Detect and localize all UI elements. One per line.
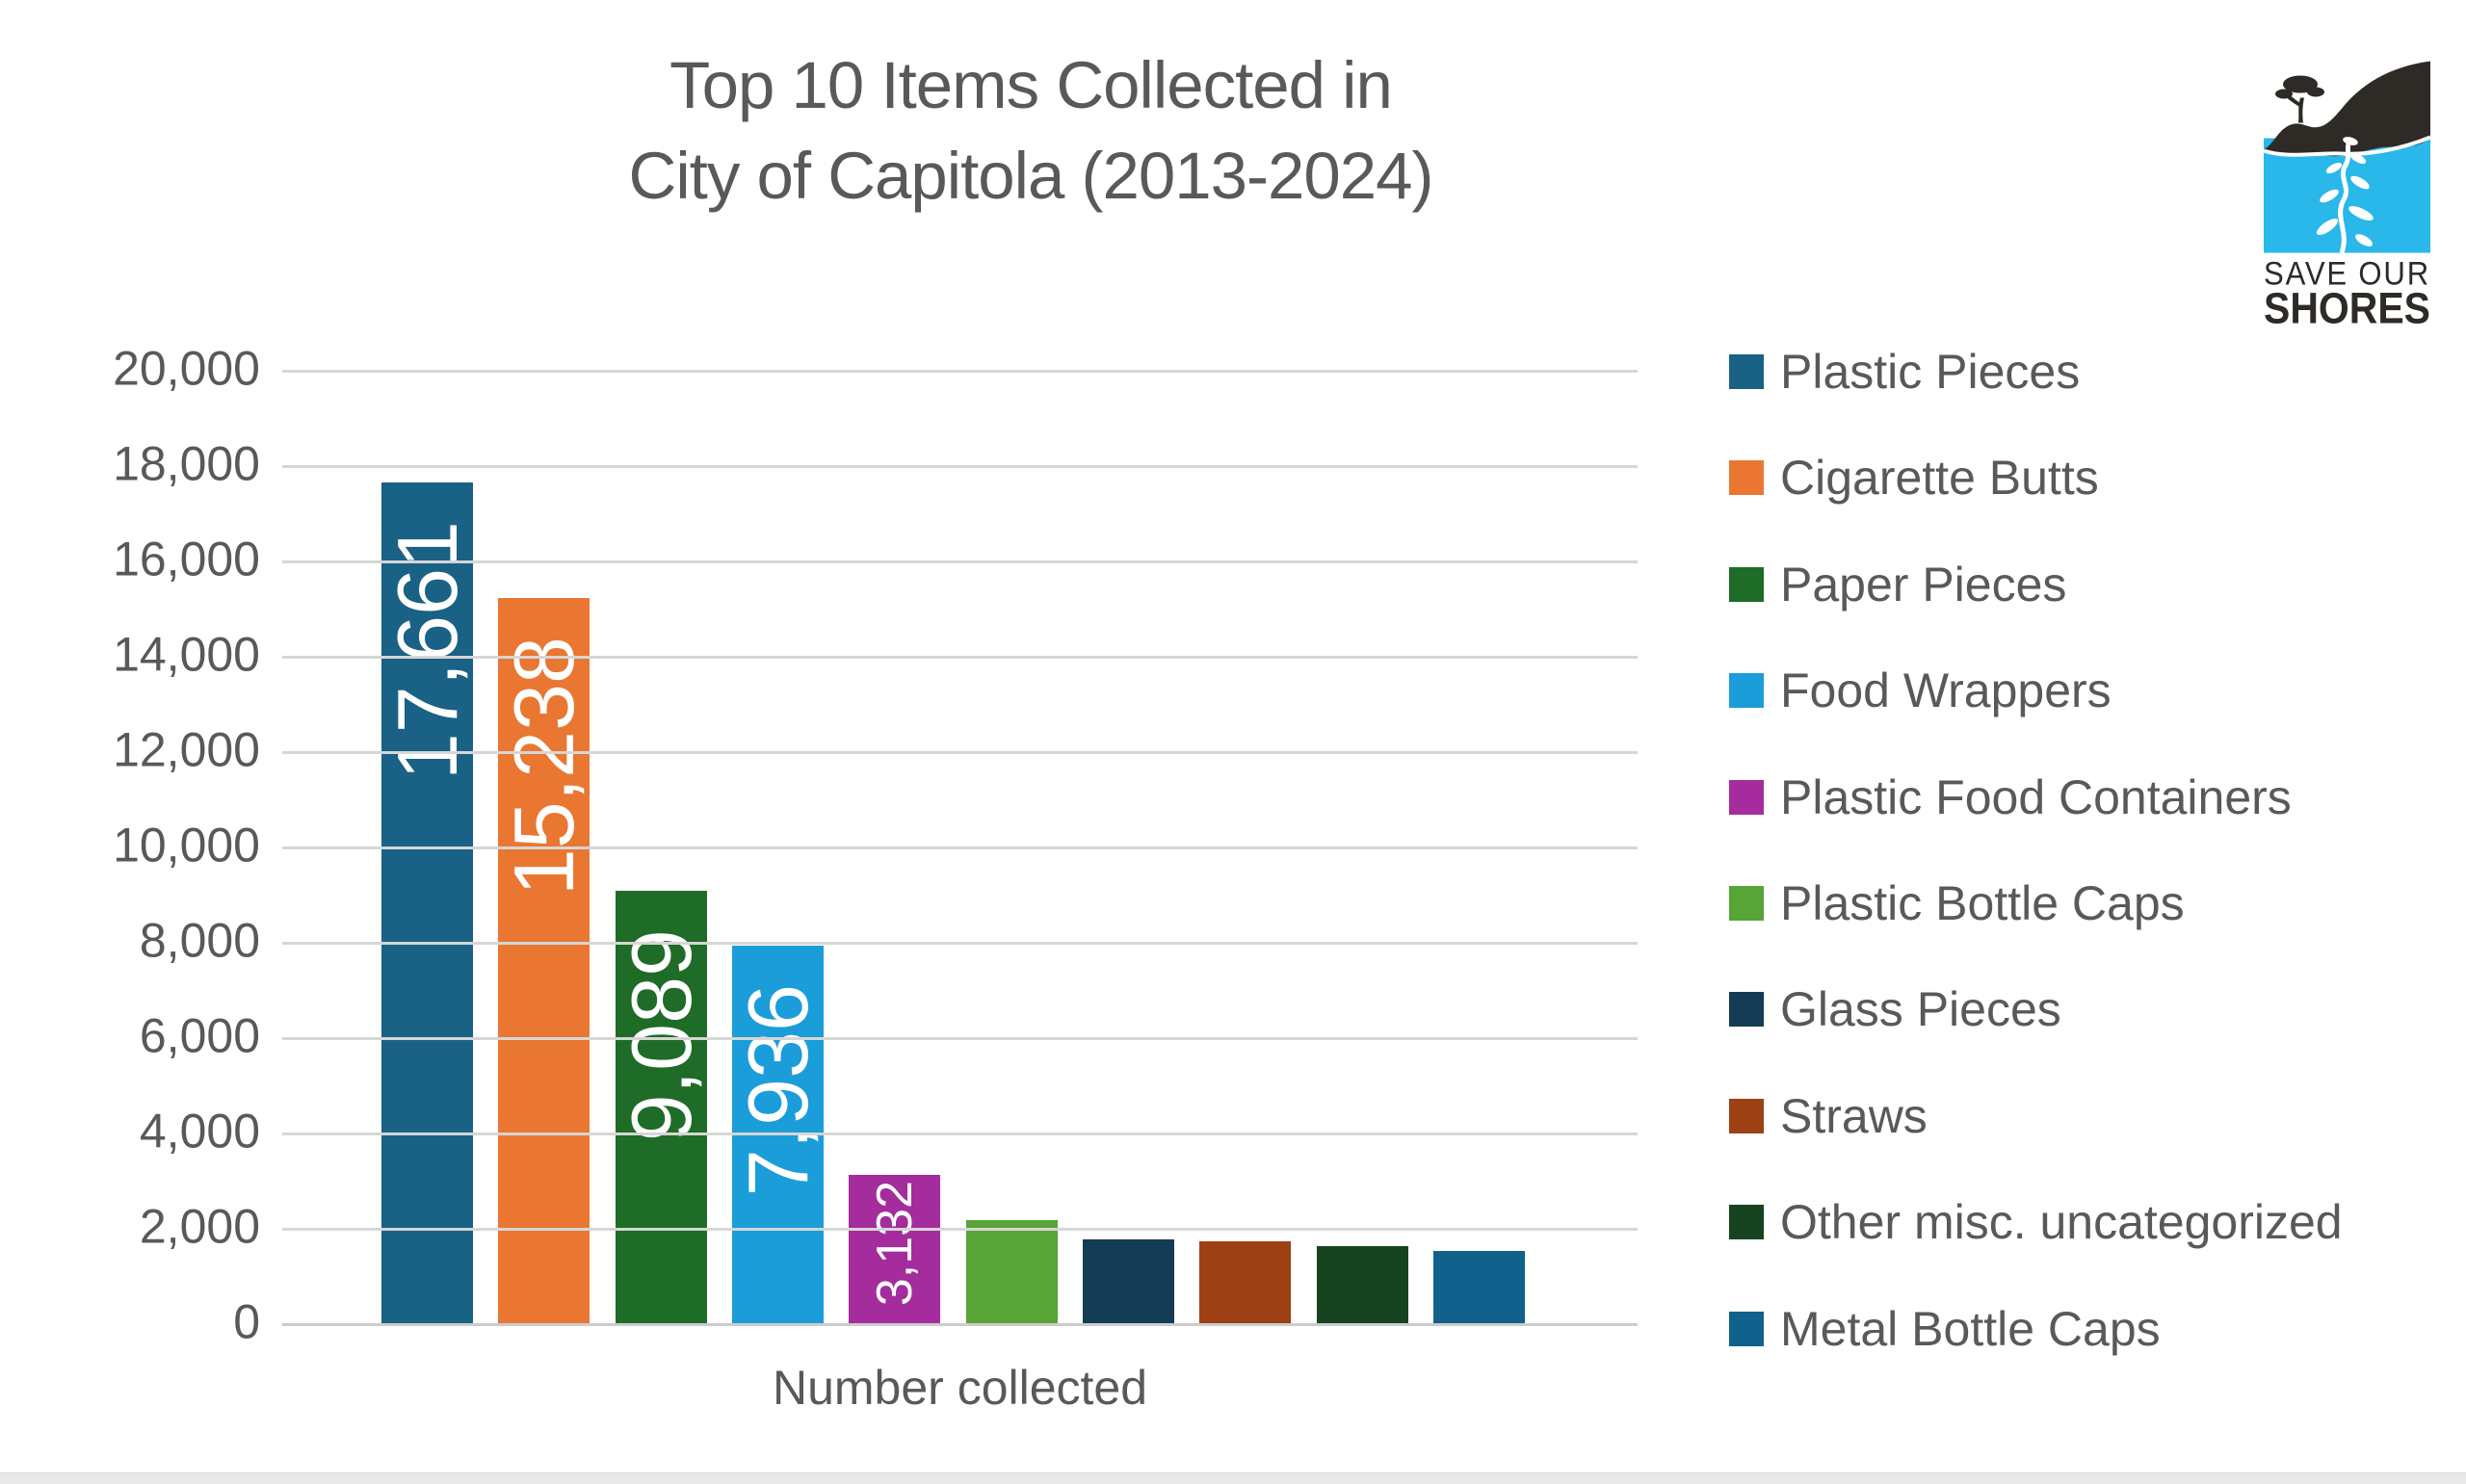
legend-item-paper-pieces: Paper Pieces [1729, 554, 2066, 615]
chart-title-line1: Top 10 Items Collected in [669, 48, 1393, 122]
legend-item-other-misc-uncategorized: Other misc. uncategorized [1729, 1191, 2343, 1253]
legend-label: Metal Bottle Caps [1780, 1302, 2161, 1356]
logo-kelp [2316, 137, 2374, 254]
legend-label: Other misc. uncategorized [1780, 1195, 2343, 1249]
bar-cigarette-butts: 15,238 [495, 598, 591, 1324]
plot-area: 17,661 15,238 9,089 7,936 3,132 [282, 369, 1638, 1326]
bars-container: 17,661 15,238 9,089 7,936 3,132 [380, 371, 1525, 1324]
gridline [282, 369, 1638, 373]
legend-label: Straws [1780, 1089, 1928, 1143]
gridline [282, 1036, 1638, 1040]
legend-label: Paper Pieces [1780, 558, 2067, 612]
y-tick-label: 14,000 [113, 627, 260, 682]
legend-swatch [1729, 460, 1764, 495]
bar-plastic-pieces: 17,661 [380, 482, 475, 1324]
y-tick-label: 2,000 [139, 1199, 260, 1254]
gridline [282, 655, 1638, 659]
legend-label: Glass Pieces [1780, 982, 2061, 1036]
logo-foam-line [2263, 135, 2431, 157]
chart-title-line2: City of Capitola (2013-2024) [628, 138, 1434, 213]
x-axis-line [282, 1322, 1638, 1326]
legend-swatch [1729, 673, 1764, 708]
legend-item-plastic-pieces: Plastic Pieces [1729, 341, 2080, 403]
legend-label: Food Wrappers [1780, 664, 2112, 717]
logo-tree [2275, 75, 2324, 123]
y-tick-label: 6,000 [139, 1008, 260, 1063]
bar-data-label: 9,089 [613, 929, 709, 1142]
y-tick-label: 4,000 [139, 1104, 260, 1159]
legend-swatch [1729, 886, 1764, 921]
y-tick-label: 20,000 [113, 341, 260, 396]
gridline [282, 846, 1638, 849]
bar-plastic-bottle-caps [966, 1220, 1058, 1324]
legend-label: Plastic Pieces [1780, 345, 2081, 399]
window-bottom-strip [0, 1472, 2466, 1484]
bar-data-label: 3,132 [866, 1181, 923, 1307]
bar-metal-bottle-caps [1433, 1251, 1525, 1324]
bar-glass-pieces [1083, 1239, 1174, 1324]
save-our-shores-logo: SAVE OUR SHORES [2252, 22, 2452, 333]
logo-text-shores: SHORES [2264, 284, 2430, 331]
bar-other-misc-uncategorized [1317, 1246, 1408, 1324]
legend-swatch [1729, 567, 1764, 602]
y-tick-label: 16,000 [113, 532, 260, 586]
legend: Plastic Pieces Cigarette Butts Paper Piece… [1729, 0, 2461, 1484]
y-tick-label: 0 [233, 1294, 260, 1349]
legend-item-food-wrappers: Food Wrappers [1729, 660, 2112, 721]
legend-label: Plastic Food Containers [1780, 770, 2292, 824]
legend-swatch [1729, 780, 1764, 815]
gridline [282, 941, 1638, 945]
bar-data-label: 7,936 [729, 984, 826, 1197]
bar-paper-pieces: 9,089 [614, 891, 709, 1324]
bar-straws [1199, 1241, 1291, 1324]
legend-label: Cigarette Butts [1780, 451, 2099, 505]
bar-data-label: 15,238 [495, 637, 591, 897]
legend-swatch [1729, 1099, 1764, 1133]
x-axis-title: Number collected [772, 1361, 1148, 1415]
legend-item-metal-bottle-caps: Metal Bottle Caps [1729, 1298, 2161, 1360]
y-tick-label: 18,000 [113, 436, 260, 491]
y-tick-label: 8,000 [139, 913, 260, 968]
gridline [282, 750, 1638, 754]
legend-label: Plastic Bottle Caps [1780, 876, 2185, 930]
logo-graphic: SAVE OUR SHORES [2263, 61, 2431, 333]
gridline [282, 464, 1638, 468]
legend-item-cigarette-butts: Cigarette Butts [1729, 447, 2099, 508]
legend-item-straws: Straws [1729, 1085, 1928, 1147]
y-tick-label: 10,000 [113, 818, 260, 872]
legend-swatch [1729, 992, 1764, 1027]
legend-item-plastic-food-containers: Plastic Food Containers [1729, 767, 2292, 828]
legend-swatch [1729, 1312, 1764, 1346]
logo-text-save-our: SAVE OUR [2264, 256, 2430, 293]
gridline [282, 1227, 1638, 1231]
legend-swatch [1729, 1205, 1764, 1239]
bar-plastic-food-containers: 3,132 [849, 1175, 940, 1324]
legend-swatch [1729, 354, 1764, 389]
logo-cliff [2264, 61, 2430, 157]
legend-item-plastic-bottle-caps: Plastic Bottle Caps [1729, 872, 2185, 934]
gridline [282, 560, 1638, 563]
bar-food-wrappers: 7,936 [729, 946, 826, 1324]
chart-title: Top 10 Items Collected in City of Capito… [0, 40, 2061, 221]
y-tick-label: 12,000 [113, 722, 260, 777]
gridline [282, 1132, 1638, 1135]
legend-item-glass-pieces: Glass Pieces [1729, 978, 2061, 1040]
